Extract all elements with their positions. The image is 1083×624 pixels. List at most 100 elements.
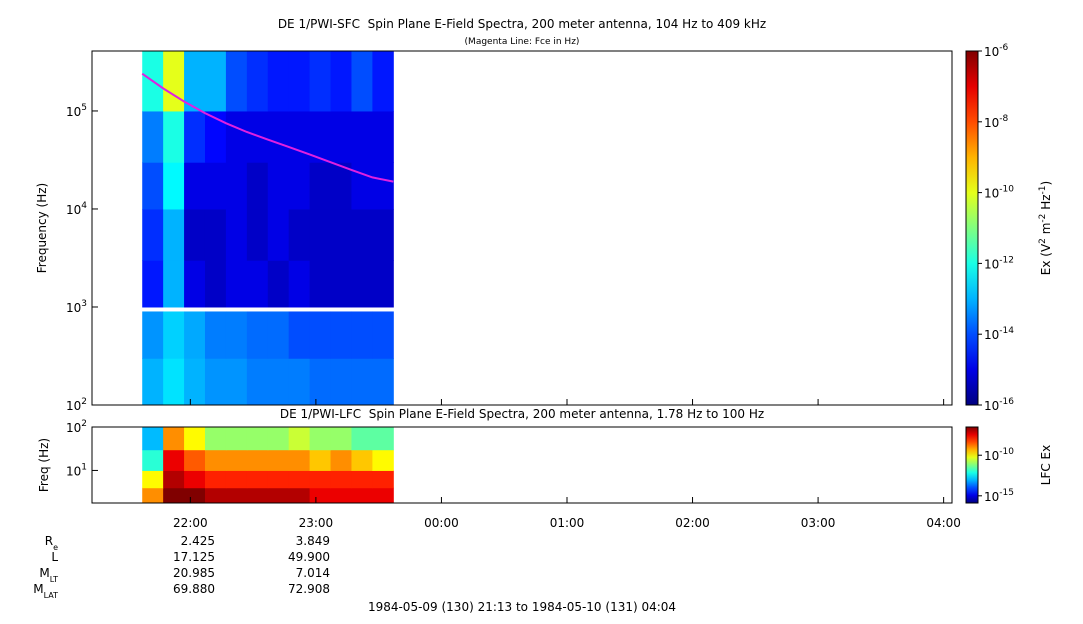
spectrogram-cell [204, 110, 227, 163]
y-tick-label-base: 10 [66, 421, 81, 435]
spectrogram-cell [351, 470, 373, 489]
spectrogram-cell [267, 358, 290, 406]
plot-frame [91, 50, 953, 406]
spectrogram-cell [184, 260, 206, 308]
spectrogram-cell [330, 51, 352, 112]
y-tick-label: 101 [66, 462, 87, 478]
spectrogram-cell [372, 260, 394, 308]
orbit-label: MLT [39, 566, 58, 584]
orbit-value: 72.908 [288, 582, 330, 596]
colorbar-tick-label-exp: -15 [999, 488, 1014, 498]
spectrogram-cell [163, 449, 185, 471]
fce-line [141, 72, 394, 183]
spectrogram-cell [309, 260, 332, 308]
spectrogram-cell [288, 358, 311, 406]
x-tick-label: 00:00 [424, 516, 459, 530]
spectrogram-cell [267, 110, 290, 163]
spectrogram-cell [246, 162, 269, 210]
spectrogram-cell [372, 110, 394, 163]
spectrogram-cell [225, 260, 248, 308]
spectrogram-cell [372, 208, 394, 261]
spectrogram-cell [330, 487, 352, 504]
spectrogram-cell [163, 487, 185, 504]
spectrogram-cell [309, 110, 332, 163]
y-tick-label-exp: 5 [81, 103, 87, 113]
spectrogram-cell [163, 51, 185, 112]
colorbar-tick-label: 10-8 [984, 114, 1009, 130]
spectrogram-cell [309, 51, 332, 112]
spectrogram-cell [204, 311, 227, 359]
spectrogram-cell [330, 358, 352, 406]
spectrogram-cell [309, 449, 332, 471]
spectrogram-cell [184, 51, 206, 112]
spectrogram-cell [246, 427, 269, 451]
spectrogram-cell [184, 427, 206, 451]
spectrogram-cell [351, 110, 373, 163]
spectrogram-cell [267, 260, 290, 308]
colorbar-label-text: Hz [1039, 194, 1053, 213]
spectrogram-cell [330, 208, 352, 261]
spectrogram-cell [288, 51, 311, 112]
y-tick-label: 102 [66, 419, 87, 435]
spectrogram-cell [225, 487, 248, 504]
orbit-label-main: R [45, 534, 53, 548]
spectrogram-cell [184, 487, 206, 504]
spectrogram-cell [204, 162, 227, 210]
spectrogram-cell [309, 358, 332, 406]
colorbar-tick-label-base: 10 [984, 116, 999, 130]
colorbar-tick-label: 10-10 [984, 447, 1014, 463]
spectrogram-cell [184, 311, 206, 359]
colorbar-tick-label-exp: -10 [999, 185, 1014, 195]
spectrogram-cell [163, 162, 185, 210]
colorbar-label: LFC Ex [1039, 445, 1053, 485]
y-axis-label: Freq (Hz) [37, 438, 51, 492]
spectrogram-cell [351, 260, 373, 308]
spectrogram-cell [309, 470, 332, 489]
colorbar-tick-label-exp: -8 [999, 114, 1008, 124]
spectrogram-cell [309, 311, 332, 359]
spectrogram-cell [204, 51, 227, 112]
colorbar-tick-label: 10-10 [984, 185, 1014, 201]
orbit-label-sub: LT [50, 575, 58, 584]
spectrogram-cell [225, 358, 248, 406]
spectrogram-cell [204, 470, 227, 489]
y-tick-label: 105 [66, 103, 87, 119]
spectrogram-cell [142, 208, 164, 261]
x-tick-label: 02:00 [675, 516, 710, 530]
colorbar-label: Ex (V2 m-2 Hz-1) [1038, 181, 1053, 275]
spectrogram-cell [372, 311, 394, 359]
spectrogram-cell [330, 110, 352, 163]
spectrogram-cell [184, 470, 206, 489]
spectrogram-cell [309, 427, 332, 451]
spectrogram-cell [184, 162, 206, 210]
spectrogram-cell [142, 449, 164, 471]
spectrogram-cell [351, 208, 373, 261]
spectrogram-cell [163, 427, 185, 451]
spectrogram-cell [142, 358, 164, 406]
spectrogram-cell [351, 51, 373, 112]
colorbar-label-sup: -2 [1038, 214, 1048, 223]
spectrogram-cell [330, 449, 352, 471]
spectrogram-cell [142, 427, 164, 451]
spectrogram-cell [372, 162, 394, 210]
spectrogram-cell [267, 449, 290, 471]
spectrogram-cell [142, 110, 164, 163]
spectrogram-cell [330, 470, 352, 489]
spectrogram-cell [163, 260, 185, 308]
y-tick-label-exp: 2 [81, 397, 87, 407]
spectrogram-cell [267, 487, 290, 504]
spectrogram-cell [330, 427, 352, 451]
spectrogram-cell [372, 449, 394, 471]
spectrogram-cell [225, 51, 248, 112]
spectrogram-cell [184, 358, 206, 406]
x-tick-label: 22:00 [173, 516, 208, 530]
spectrogram-cell [288, 208, 311, 261]
spectrogram-cell [246, 260, 269, 308]
orbit-value: 49.900 [288, 550, 330, 564]
spectrogram-cell [163, 311, 185, 359]
colorbar-tick-label-base: 10 [984, 399, 999, 413]
y-tick-label-base: 10 [66, 399, 81, 413]
orbit-label-main: M [33, 582, 43, 596]
spectrogram-cell [372, 487, 394, 504]
